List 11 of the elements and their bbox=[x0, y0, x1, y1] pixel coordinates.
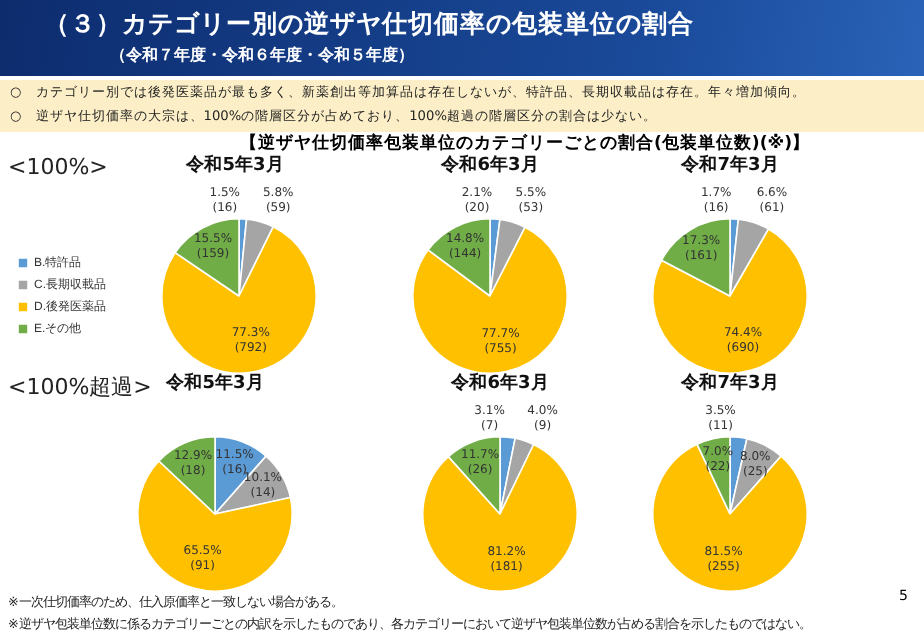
text: （令和７年度・令和６年度・令和５年度） bbox=[110, 44, 414, 66]
chart-title: 令和6年3月 bbox=[439, 154, 541, 178]
text: <100%超過> bbox=[8, 372, 152, 402]
text: <100%> bbox=[8, 154, 108, 180]
chart-title: 令和6年3月 bbox=[449, 372, 551, 396]
chart-title: 令和5年3月 bbox=[166, 374, 264, 394]
text: （３）カテゴリー別の逆ザヤ仕切価率の包装単位の割合 bbox=[44, 8, 694, 42]
chart-title: 令和7年3月 bbox=[679, 372, 781, 396]
chart-title: 令和7年3月 bbox=[679, 154, 781, 178]
chart-title: 令和5年3月 bbox=[186, 156, 284, 176]
text: 【逆ザヤ仕切価率包装単位のカテゴリーごとの割合(包装単位数)(※)】 bbox=[240, 132, 811, 154]
